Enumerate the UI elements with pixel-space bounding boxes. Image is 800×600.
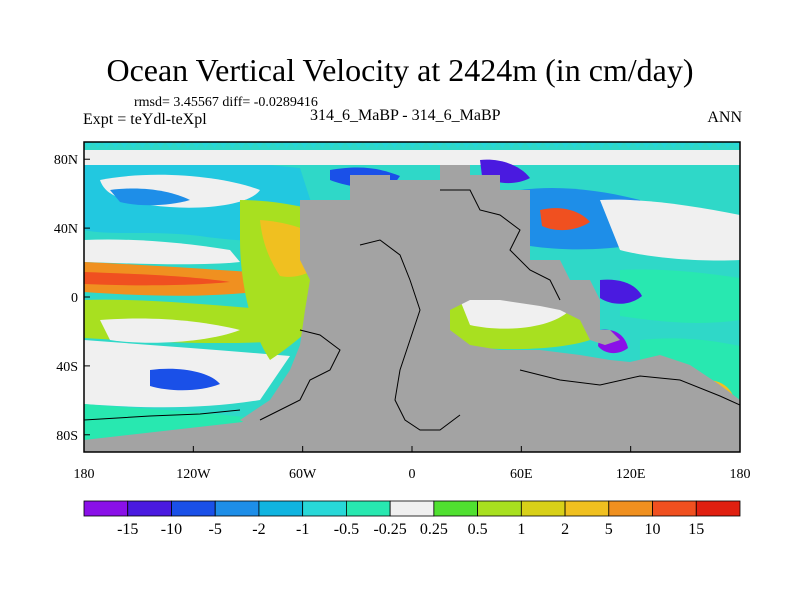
colorbar-swatch bbox=[608, 500, 653, 517]
x-tick-label: 60E bbox=[510, 467, 533, 482]
field-patch bbox=[84, 239, 240, 265]
colorbar-label: -15 bbox=[117, 521, 138, 538]
y-tick-label: 80N bbox=[54, 153, 78, 168]
colorbar-swatch bbox=[389, 500, 435, 517]
colorbar-label: -0.25 bbox=[373, 521, 406, 538]
y-axis: 80N 40N 0 40S 80S bbox=[54, 153, 90, 444]
colorbar-swatch bbox=[564, 500, 610, 517]
season-label: ANN bbox=[707, 109, 742, 126]
land-mass bbox=[240, 165, 740, 452]
colorbar-label: -5 bbox=[209, 521, 222, 538]
colorbar-swatch bbox=[433, 500, 479, 517]
y-tick-label: 0 bbox=[71, 291, 78, 306]
x-tick-label: 180 bbox=[730, 467, 751, 482]
colorbar-swatch bbox=[171, 500, 216, 517]
colorbar-label: 1 bbox=[517, 521, 525, 538]
field-patch bbox=[600, 279, 642, 304]
colorbar-label: 0.5 bbox=[468, 521, 488, 538]
colorbar-label: -10 bbox=[161, 521, 182, 538]
x-tick-label: 60W bbox=[289, 467, 317, 482]
colorbar-label: -2 bbox=[252, 521, 265, 538]
y-tick-label: 40S bbox=[56, 360, 78, 375]
coastline bbox=[519, 369, 740, 406]
x-axis: 180 120W 60W 0 60E 120E 180 bbox=[74, 446, 751, 482]
x-tick-label: 180 bbox=[74, 467, 95, 482]
colorbar-swatch bbox=[695, 500, 741, 517]
colorbar-swatch bbox=[302, 500, 347, 517]
x-tick-label: 120W bbox=[176, 467, 211, 482]
colorbar-swatch bbox=[477, 500, 522, 517]
chart-title: Ocean Vertical Velocity at 2424m (in cm/… bbox=[106, 52, 694, 88]
ocean-field bbox=[84, 142, 740, 452]
colorbar-label: 10 bbox=[645, 521, 661, 538]
arctic-edge bbox=[84, 142, 740, 148]
colorbar-swatch bbox=[214, 500, 260, 517]
land-mass-south bbox=[84, 420, 260, 452]
field-patch bbox=[150, 368, 220, 391]
stats-text: rmsd= 3.45567 diff= -0.0289416 bbox=[134, 95, 318, 110]
x-tick-label: 120E bbox=[616, 467, 646, 482]
colorbar-swatch bbox=[258, 500, 304, 517]
colorbar-label: 5 bbox=[605, 521, 613, 538]
colorbar-swatch bbox=[127, 500, 172, 517]
field-patch bbox=[110, 188, 190, 206]
colorbar-swatch bbox=[83, 500, 129, 517]
colorbar-swatch bbox=[520, 500, 566, 517]
colorbar-swatch bbox=[345, 500, 391, 517]
colorbar-label: 0.25 bbox=[420, 521, 448, 538]
coastline bbox=[359, 239, 461, 431]
colorbar: -15 -10 -5 -2 -1 -0.5 -0.25 0.25 0.5 1 2 5 10 15 bbox=[83, 500, 741, 538]
y-tick-label: 40N bbox=[54, 222, 78, 237]
colorbar-label: 2 bbox=[561, 521, 569, 538]
field-patch bbox=[540, 208, 590, 231]
coastline bbox=[84, 409, 241, 421]
field-patch bbox=[84, 150, 740, 165]
colorbar-label: -1 bbox=[296, 521, 309, 538]
coastline bbox=[440, 189, 561, 301]
colorbar-label: 15 bbox=[688, 521, 704, 538]
y-tick-label: 80S bbox=[56, 429, 78, 444]
colorbar-swatch bbox=[652, 500, 697, 517]
experiment-label: Expt = teYdl-teXpl bbox=[83, 111, 207, 128]
period-label: 314_6_MaBP - 314_6_MaBP bbox=[310, 107, 501, 124]
x-tick-label: 0 bbox=[409, 467, 416, 482]
field-patch bbox=[84, 404, 260, 440]
field-patch bbox=[84, 272, 230, 286]
field-patch bbox=[600, 199, 740, 261]
colorbar-label: -0.5 bbox=[334, 521, 359, 538]
coastline bbox=[259, 329, 341, 421]
field-patch bbox=[100, 318, 240, 343]
field-patch bbox=[620, 269, 740, 323]
